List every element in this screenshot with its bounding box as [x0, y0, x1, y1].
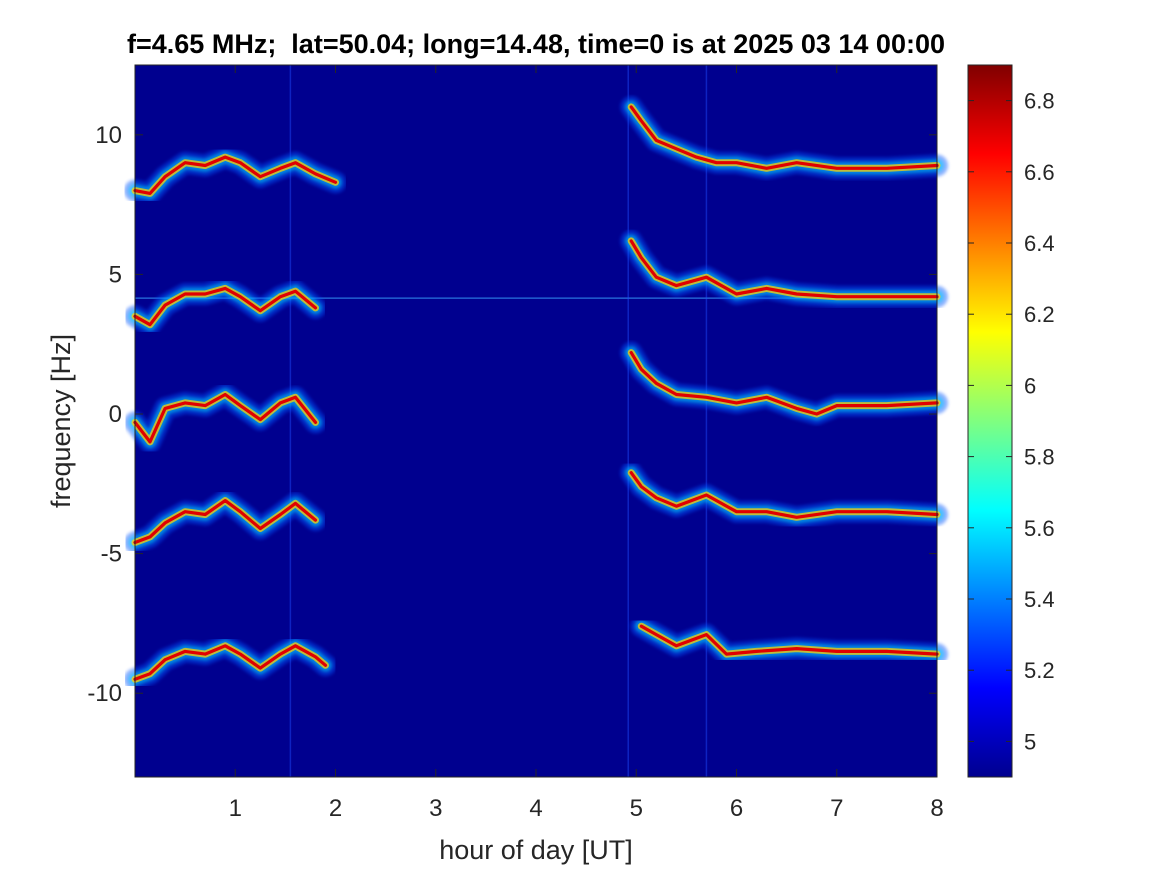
x-tick-label: 6: [730, 795, 743, 822]
colorbar-tick-label: 5.6: [1024, 516, 1055, 541]
x-tick-label: 1: [229, 795, 242, 822]
y-tick-label: -10: [87, 680, 122, 707]
trace-1: [124, 146, 347, 205]
colorbar-tick-label: 5: [1024, 729, 1036, 754]
trace-10: [630, 615, 948, 666]
y-tick-label: -5: [101, 541, 122, 568]
trace-band: [133, 644, 328, 681]
x-tick-label: 5: [630, 795, 643, 822]
colorbar-tick-label: 5.2: [1024, 658, 1055, 683]
x-tick-label: 2: [329, 795, 342, 822]
trace-6: [620, 95, 948, 180]
trace-2: [124, 277, 327, 336]
colorbar-tick-label: 5.4: [1024, 587, 1055, 612]
trace-9: [620, 461, 948, 529]
colorbar-tick-label: 5.8: [1024, 445, 1055, 470]
trace-band: [133, 155, 338, 195]
trace-4: [124, 489, 327, 554]
chart-title: f=4.65 MHz; lat=50.04; long=14.48, time=…: [127, 29, 945, 59]
colorbar-tick-label: 6.8: [1024, 89, 1055, 114]
trace-7: [620, 229, 948, 308]
colorbar-tick-label: 6: [1024, 373, 1036, 398]
colorbar-tick-label: 6.2: [1024, 302, 1055, 327]
colorbar: [967, 64, 1013, 778]
trace-band: [133, 286, 318, 327]
x-tick-label: 7: [830, 795, 843, 822]
trace-8: [620, 341, 948, 425]
y-axis-title: frequency [Hz]: [46, 334, 76, 508]
axes: 1 2 3 4 5 6 7 8 10 5 0 -5 -10: [87, 65, 944, 822]
colorbar-ticks: 6.8 6.6 6.4 6.2 6 5.8 5.6 5.4 5.2 5: [968, 89, 1055, 754]
trace-band: [629, 239, 939, 299]
trace-band: [629, 105, 939, 170]
x-tick-label: 4: [529, 795, 542, 822]
y-tick-label: 0: [109, 401, 122, 428]
x-tick-label: 8: [930, 795, 943, 822]
spectrogram-traces: [124, 65, 948, 777]
trace-band: [629, 351, 939, 416]
y-tick-label: 10: [95, 122, 122, 149]
x-tick-label: 3: [429, 795, 442, 822]
trace-band: [133, 499, 318, 545]
trace-3: [124, 383, 327, 453]
y-tick-label: 5: [109, 261, 122, 288]
trace-band: [639, 624, 939, 656]
colorbar-tick-label: 6.4: [1024, 231, 1055, 256]
trace-5: [124, 634, 337, 691]
trace-band: [629, 471, 939, 519]
x-axis-title: hour of day [UT]: [439, 835, 633, 865]
trace-band: [133, 392, 318, 444]
colorbar-tick-label: 6.6: [1024, 160, 1055, 185]
